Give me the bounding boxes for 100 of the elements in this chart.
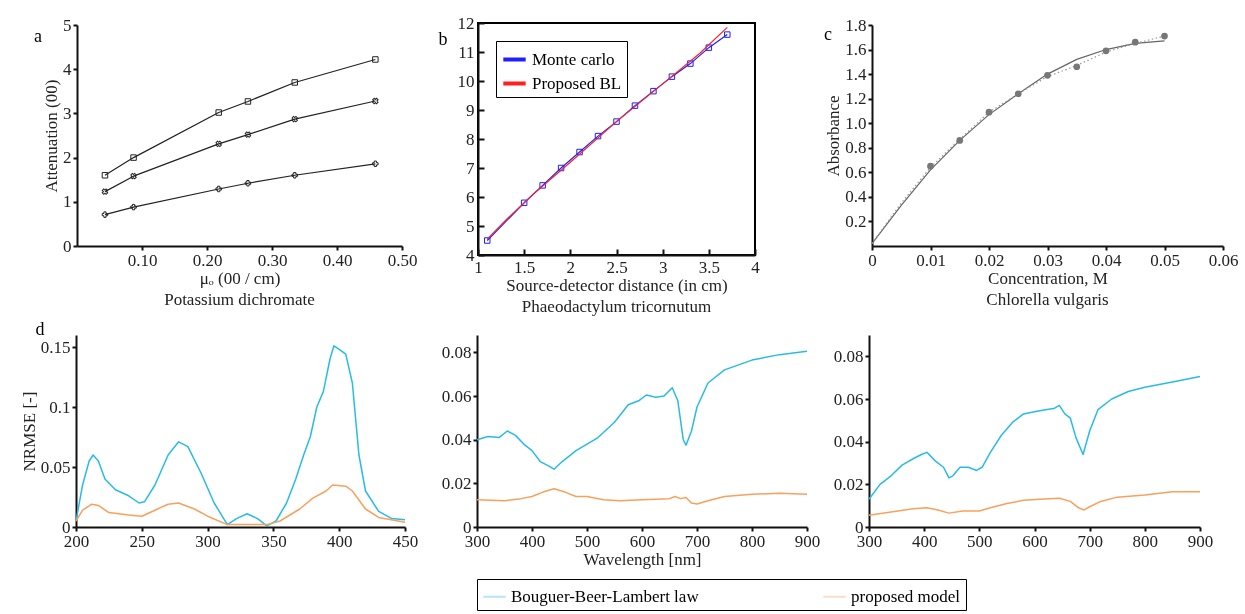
x-tick-label: 250 xyxy=(129,531,156,551)
line-series xyxy=(868,491,1201,517)
point xyxy=(557,164,565,172)
y-tick-label: 0.1 xyxy=(49,397,71,417)
point xyxy=(1073,63,1081,71)
point xyxy=(539,182,546,189)
line-series xyxy=(476,488,808,505)
y-tick-label: 12 xyxy=(457,13,475,33)
y-tick-label: 9 xyxy=(466,100,475,120)
y-tick-label: 3 xyxy=(63,103,72,123)
point xyxy=(1102,47,1110,55)
point xyxy=(594,132,602,140)
point xyxy=(372,56,379,63)
y-tick-label: 0.06 xyxy=(441,386,472,406)
point xyxy=(215,109,222,116)
x-tick-label: 400 xyxy=(911,531,938,551)
y-tick-label: 1.8 xyxy=(845,15,867,35)
point xyxy=(291,172,298,179)
point xyxy=(130,172,137,180)
x-tick-label: 0.10 xyxy=(127,250,158,270)
x-tick-label: 0.30 xyxy=(257,250,288,270)
text: Potassium dichromate xyxy=(164,290,315,309)
point xyxy=(668,73,676,80)
y-axis-title: Attenuation (00) xyxy=(42,79,61,193)
x-tick-label: 2.5 xyxy=(606,257,628,277)
y-tick-label: 1.4 xyxy=(845,64,867,84)
x-tick-label: 700 xyxy=(684,531,711,551)
y-tick-label: 0.04 xyxy=(441,430,472,450)
x-axis-title: Source-detector distance (in cm) xyxy=(506,275,728,295)
line-series xyxy=(868,375,1201,501)
y-tick-label: 11 xyxy=(458,42,475,62)
x-tick-label: 600 xyxy=(629,531,656,551)
text: c xyxy=(824,24,832,44)
y-tick-label: 0 xyxy=(63,236,72,256)
x-axis-title: Wavelength [nm] xyxy=(583,549,702,569)
line-series xyxy=(476,350,808,470)
y-tick-label: 1.2 xyxy=(845,89,867,109)
y-axis-title: Absorbance xyxy=(824,95,844,177)
point xyxy=(520,199,528,207)
y-tick-label: 0.8 xyxy=(845,138,867,158)
x-tick-label: 900 xyxy=(794,531,821,551)
x-tick-label: 400 xyxy=(519,531,546,551)
x-tick-label: 900 xyxy=(1187,531,1214,551)
point xyxy=(985,108,993,116)
y-tick-label: 0.02 xyxy=(833,474,864,494)
point xyxy=(687,60,694,67)
point xyxy=(215,185,222,193)
y-tick-label: 0 xyxy=(855,517,864,537)
point xyxy=(1044,71,1051,79)
point xyxy=(372,160,379,168)
point xyxy=(101,172,109,179)
point xyxy=(101,188,109,195)
x-tick-label: 450 xyxy=(392,531,419,551)
point xyxy=(956,137,964,144)
y-tick-label: 0.2 xyxy=(845,211,867,231)
x-tick-label: 0.40 xyxy=(322,250,353,270)
point xyxy=(215,140,222,148)
x-tick-label: 800 xyxy=(1132,531,1159,551)
y-tick-label: 0.04 xyxy=(833,432,864,452)
x-tick-label: 0.20 xyxy=(192,250,223,270)
point xyxy=(613,118,620,125)
text: d xyxy=(35,319,45,339)
x-tick-label: 300 xyxy=(195,531,221,551)
x-tick-label: 0.06 xyxy=(1208,250,1239,270)
point xyxy=(483,237,491,244)
point xyxy=(576,148,583,156)
y-tick-label: 0.6 xyxy=(845,162,867,182)
y-tick-label: 5 xyxy=(63,15,72,35)
legend-label: Bouguer-Beer-Lambert law xyxy=(511,586,700,606)
point xyxy=(1161,32,1168,40)
x-tick-label: 0.04 xyxy=(1091,250,1122,270)
y-tick-label: 2 xyxy=(63,148,72,168)
x-tick-label: 0.02 xyxy=(974,250,1005,270)
point xyxy=(130,203,137,211)
x-axis-title: Concentration, M xyxy=(988,268,1108,288)
y-tick-label: 0.08 xyxy=(833,346,864,366)
y-tick-label: 8 xyxy=(466,129,475,149)
point xyxy=(244,180,252,187)
y-tick-label: 0.08 xyxy=(441,342,472,362)
x-tick-label: 4 xyxy=(751,257,761,277)
legend-label: Proposed BL xyxy=(532,73,622,93)
y-tick-label: 0 xyxy=(62,517,71,537)
text: a xyxy=(34,26,42,46)
text: Chlorella vulgaris xyxy=(986,290,1109,309)
x-tick-label: 600 xyxy=(1022,531,1048,551)
y-tick-label: 7 xyxy=(466,158,475,178)
x-tick-label: 500 xyxy=(967,531,993,551)
x-tick-label: 0.01 xyxy=(916,250,946,270)
point xyxy=(244,131,252,138)
x-tick-label: 0.05 xyxy=(1150,250,1180,270)
point xyxy=(650,87,657,95)
point xyxy=(372,97,379,105)
y-tick-label: 4 xyxy=(63,59,72,79)
y-axis-title: NRMSE [-] xyxy=(19,391,39,472)
x-axis-title: μₒ (00 / cm) xyxy=(199,268,281,288)
legend-label: proposed model xyxy=(851,586,961,606)
point xyxy=(631,102,639,109)
y-tick-label: 1.6 xyxy=(845,40,867,60)
x-tick-label: 2 xyxy=(566,257,576,277)
x-tick-label: 0.03 xyxy=(1033,250,1063,270)
